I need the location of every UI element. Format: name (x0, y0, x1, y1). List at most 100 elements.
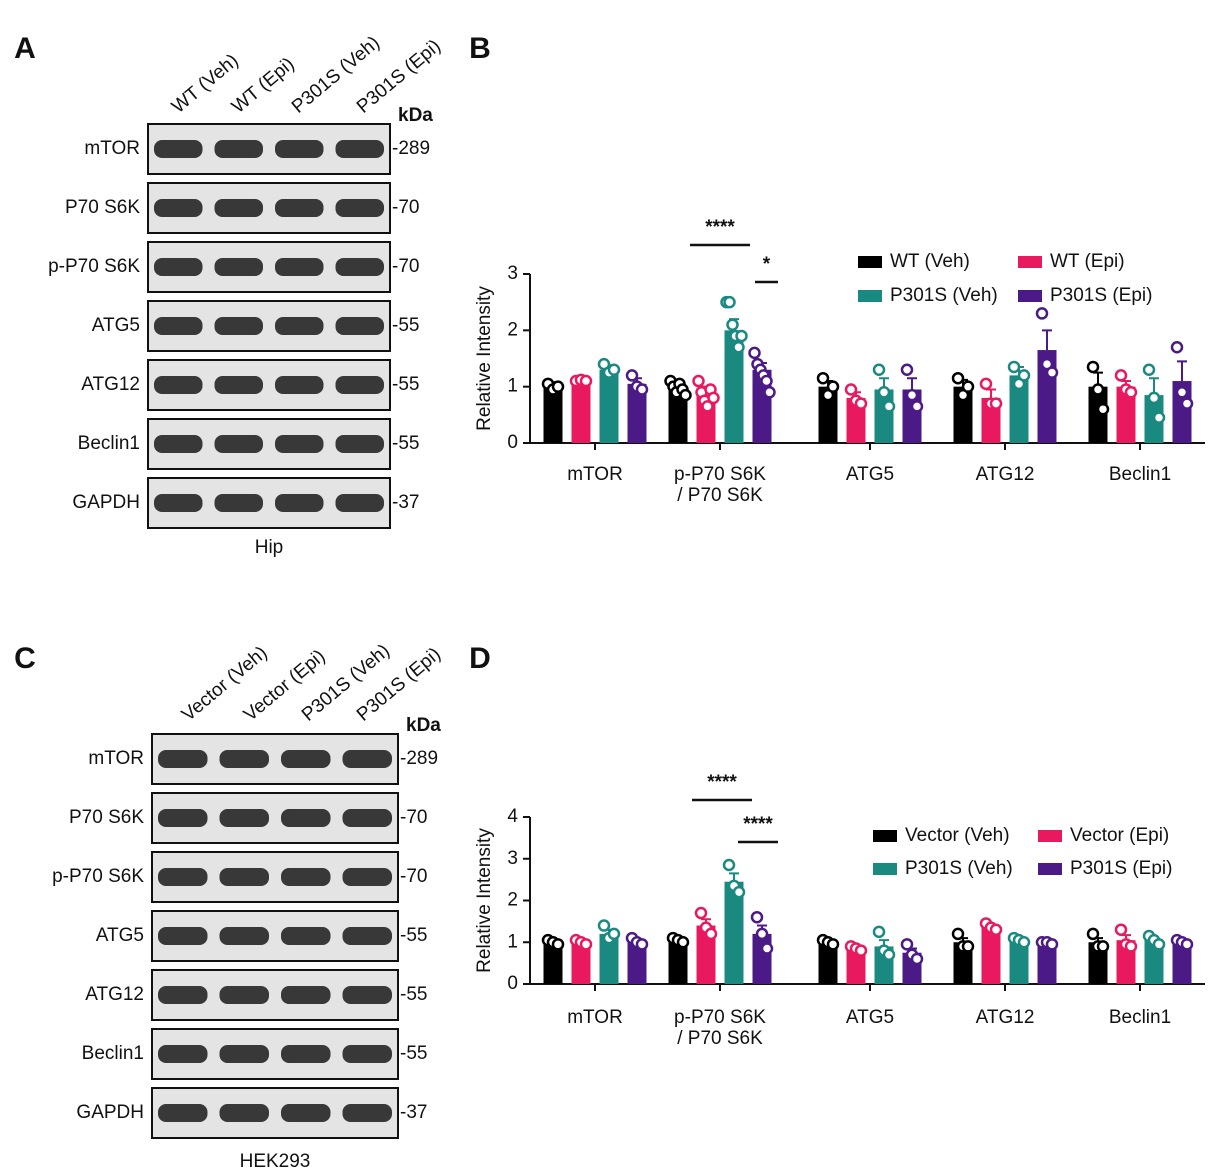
x-tick-label: Beclin1 (1109, 464, 1171, 485)
blot-band (275, 435, 324, 453)
legend-label: P301S (Veh) (905, 858, 1013, 879)
data-point (760, 374, 773, 388)
legend-label: WT (Epi) (1050, 251, 1125, 272)
data-point (694, 906, 708, 920)
blot-band (154, 376, 203, 394)
x-tick-label: Beclin1 (1109, 1007, 1171, 1028)
data-point (763, 386, 776, 399)
panel-letter: B (469, 32, 491, 65)
significance-label: **** (705, 217, 735, 238)
blot-band (281, 927, 331, 945)
data-point (1045, 366, 1059, 379)
blot-band (342, 809, 392, 827)
row-label: ATG5 (92, 315, 140, 336)
kda-label: -55 (392, 315, 419, 336)
kda-label: -289 (392, 138, 430, 159)
kda-unit: kDa (398, 105, 433, 126)
blot-band (154, 435, 203, 453)
y-tick-label: 2 (507, 890, 518, 911)
panel-letter: D (469, 642, 491, 675)
data-point (905, 388, 919, 402)
data-point (872, 925, 886, 939)
data-point (877, 386, 891, 399)
blot-band (281, 809, 331, 827)
x-tick-label: mTOR (567, 1007, 623, 1028)
data-point (701, 400, 714, 413)
error-bar (986, 388, 996, 398)
row-label: Beclin1 (82, 1043, 144, 1064)
data-point (579, 938, 593, 951)
bar (818, 386, 838, 443)
blot-band (342, 1104, 392, 1122)
data-point (755, 927, 769, 941)
legend-swatch (1018, 256, 1042, 268)
data-point (551, 938, 565, 951)
data-point (1086, 927, 1100, 941)
blot-band (154, 317, 203, 335)
data-point (882, 400, 896, 413)
blot-band (281, 1045, 331, 1063)
kda-unit: kDa (406, 715, 441, 736)
bar (599, 369, 619, 443)
blot-band (214, 376, 263, 394)
legend-swatch (858, 290, 882, 302)
error-bar (1042, 329, 1052, 351)
data-point (597, 919, 611, 932)
blot-band (158, 1104, 208, 1122)
blot-band (275, 258, 324, 276)
x-tick-label: ATG5 (846, 1007, 894, 1028)
bar (1088, 942, 1108, 984)
bar (1116, 386, 1136, 443)
y-tick-label: 0 (507, 432, 518, 453)
data-point (826, 380, 840, 393)
row-label: GAPDH (76, 1102, 144, 1123)
row-label: mTOR (84, 138, 140, 159)
bar (1037, 942, 1057, 984)
bar (571, 942, 591, 984)
x-tick-label: p-P70 S6K / P70 S6K (674, 1007, 766, 1049)
kda-label: -55 (392, 433, 419, 454)
data-point (951, 927, 965, 941)
blot-band (154, 494, 203, 512)
y-axis-title: Relative Intensity (474, 828, 495, 973)
blot-band (154, 199, 203, 217)
bar (543, 386, 563, 443)
blot-band (219, 1045, 269, 1063)
blot-band (219, 1104, 269, 1122)
row-label: ATG12 (85, 984, 144, 1005)
x-tick-label: mTOR (567, 464, 623, 485)
blot-band (154, 258, 203, 276)
bar (668, 386, 688, 443)
data-point (635, 383, 649, 396)
blot-band (335, 140, 384, 158)
row-label: GAPDH (72, 492, 140, 513)
legend-label: Vector (Epi) (1070, 825, 1169, 846)
panel-letter: C (14, 642, 36, 675)
data-point (579, 374, 593, 388)
blot-band (214, 435, 263, 453)
data-point (722, 858, 736, 872)
legend-swatch (1038, 863, 1062, 875)
y-tick-label: 2 (507, 319, 518, 340)
row-label: Beclin1 (78, 433, 140, 454)
data-point (1180, 397, 1194, 410)
data-point (707, 391, 720, 405)
data-point (1017, 369, 1031, 382)
data-point (1007, 360, 1021, 374)
blot-band (281, 1104, 331, 1122)
bar (599, 933, 619, 984)
kda-label: -70 (400, 807, 427, 828)
legend-swatch (873, 830, 897, 842)
data-point (1152, 938, 1166, 951)
x-tick-label: p-P70 S6K / P70 S6K (674, 464, 766, 506)
data-point (723, 295, 736, 309)
blot-band (342, 927, 392, 945)
y-tick-label: 3 (507, 848, 518, 869)
bar (953, 942, 973, 984)
blot-band (158, 927, 208, 945)
data-point (760, 942, 774, 955)
blot-band (281, 868, 331, 886)
bar (1172, 381, 1192, 443)
data-point (900, 363, 914, 377)
blot-band (335, 494, 384, 512)
